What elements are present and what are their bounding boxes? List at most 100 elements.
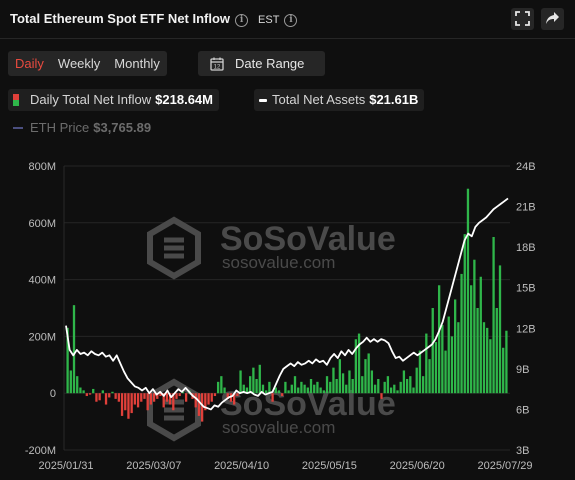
inflow-bar[interactable] [431, 308, 434, 394]
inflow-bar[interactable] [88, 393, 92, 395]
legend-inflow[interactable]: Daily Total Net Inflow $218.64M [8, 89, 219, 111]
inflow-bar[interactable] [466, 188, 470, 394]
inflow-bar[interactable] [111, 391, 114, 394]
inflow-bar[interactable] [210, 393, 213, 402]
inflow-bar[interactable] [345, 384, 348, 394]
inflow-bar[interactable] [351, 379, 354, 394]
inflow-bar[interactable] [79, 387, 82, 394]
inflow-bar[interactable] [149, 393, 153, 405]
inflow-bar[interactable] [332, 367, 335, 394]
inflow-bar[interactable] [463, 234, 466, 394]
inflow-bar[interactable] [399, 381, 402, 394]
inflow-bar[interactable] [341, 373, 345, 394]
inflow-bar[interactable] [367, 353, 370, 394]
inflow-bar[interactable] [168, 393, 172, 405]
inflow-bar[interactable] [386, 376, 390, 394]
inflow-bar[interactable] [309, 379, 313, 394]
inflow-bar[interactable] [405, 379, 409, 394]
inflow-bar[interactable] [184, 393, 188, 402]
inflow-bar[interactable] [274, 387, 277, 394]
inflow-bar[interactable] [300, 381, 303, 394]
inflow-bar[interactable] [441, 325, 444, 394]
inflow-bar[interactable] [415, 367, 418, 394]
inflow-bar[interactable] [220, 376, 223, 394]
inflow-bar[interactable] [470, 285, 473, 394]
legend-assets[interactable]: Total Net Assets $21.61B [254, 89, 425, 111]
inflow-bar[interactable] [329, 381, 332, 394]
inflow-bar[interactable] [124, 393, 127, 411]
tab-monthly[interactable]: Monthly [114, 56, 160, 71]
inflow-bar[interactable] [393, 384, 396, 394]
inflow-bar[interactable] [502, 347, 505, 394]
inflow-bar[interactable] [76, 376, 79, 394]
inflow-bar[interactable] [287, 390, 290, 394]
inflow-bar[interactable] [249, 376, 252, 394]
inflow-bar[interactable] [271, 393, 274, 402]
inflow-bar[interactable] [172, 393, 175, 411]
inflow-bar[interactable] [236, 393, 239, 397]
inflow-bar[interactable] [82, 390, 85, 394]
inflow-bar[interactable] [409, 376, 412, 394]
inflow-bar[interactable] [101, 390, 104, 394]
inflow-bar[interactable] [421, 376, 425, 394]
inflow-bar[interactable] [486, 327, 489, 394]
inflow-bar[interactable] [482, 322, 486, 394]
inflow-bar[interactable] [98, 393, 101, 401]
inflow-bar[interactable] [498, 265, 502, 394]
inflow-bar[interactable] [72, 305, 76, 394]
inflow-bar[interactable] [293, 376, 297, 394]
inflow-bar[interactable] [194, 393, 197, 408]
date-range-button[interactable]: 12 Date Range [198, 51, 325, 76]
inflow-bar[interactable] [418, 350, 422, 394]
fullscreen-button[interactable] [511, 8, 534, 30]
inflow-bar[interactable] [152, 393, 156, 402]
inflow-bar[interactable] [364, 359, 367, 394]
inflow-bar[interactable] [181, 391, 185, 394]
inflow-bar[interactable] [255, 379, 258, 394]
inflow-bar[interactable] [114, 393, 117, 399]
inflow-bar[interactable] [354, 339, 358, 394]
inflow-bar[interactable] [383, 381, 386, 394]
inflow-bar[interactable] [380, 393, 383, 399]
inflow-bar[interactable] [175, 393, 178, 399]
inflow-bar[interactable] [242, 384, 245, 394]
inflow-bar[interactable] [303, 384, 306, 394]
inflow-bar[interactable] [159, 393, 162, 397]
inflow-bar[interactable] [284, 381, 287, 394]
inflow-bar[interactable] [338, 359, 341, 394]
inflow-bar[interactable] [207, 393, 210, 405]
inflow-bar[interactable] [348, 370, 351, 394]
inflow-bar[interactable] [447, 316, 450, 394]
inflow-bar[interactable] [476, 308, 479, 394]
tab-daily[interactable]: Daily [15, 56, 44, 71]
inflow-bar[interactable] [69, 370, 72, 394]
inflow-bar[interactable] [473, 259, 476, 394]
inflow-bar[interactable] [178, 393, 181, 397]
inflow-bar[interactable] [454, 299, 457, 394]
inflow-bar[interactable] [261, 384, 265, 394]
inflow-bar[interactable] [402, 370, 406, 394]
inflow-bar[interactable] [489, 339, 492, 394]
inflow-bar[interactable] [213, 393, 217, 397]
inflow-bar[interactable] [120, 393, 124, 416]
inflow-bar[interactable] [197, 393, 201, 416]
inflow-bar[interactable] [204, 393, 207, 411]
inflow-bar[interactable] [492, 237, 495, 394]
inflow-bar[interactable] [252, 367, 255, 394]
inflow-bar[interactable] [162, 393, 165, 408]
inflow-bar[interactable] [226, 393, 229, 399]
inflow-bar[interactable] [357, 333, 361, 394]
inflow-bar[interactable] [290, 384, 293, 394]
inflow-bar[interactable] [239, 370, 242, 394]
inflow-bar[interactable] [479, 276, 482, 394]
inflow-bar[interactable] [361, 376, 364, 394]
inflow-bar[interactable] [127, 393, 130, 419]
inflow-bar[interactable] [373, 384, 377, 394]
inflow-bar[interactable] [216, 381, 220, 394]
inflow-bar[interactable] [505, 330, 508, 394]
inflow-bar[interactable] [85, 393, 88, 397]
inflow-bar[interactable] [258, 364, 261, 394]
inflow-bar[interactable] [322, 390, 325, 394]
inflow-bar[interactable] [133, 393, 137, 405]
inflow-bar[interactable] [316, 381, 319, 394]
